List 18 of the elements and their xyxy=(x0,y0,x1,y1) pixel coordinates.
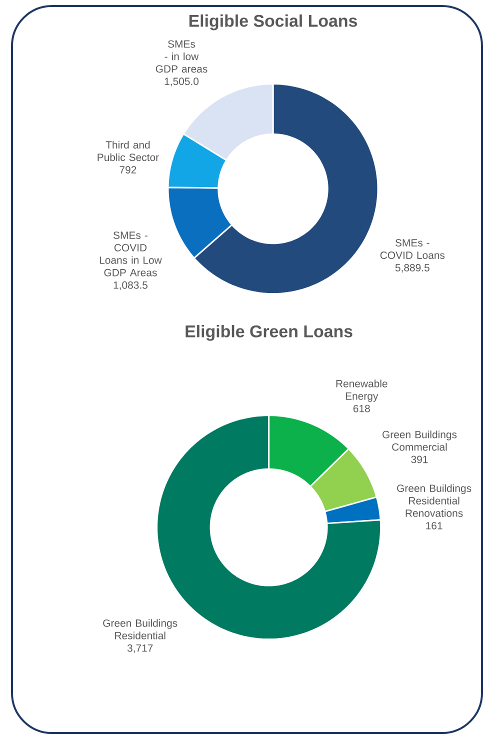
chart-title: Eligible Social Loans xyxy=(189,14,358,30)
data-label: 1,083.5 xyxy=(114,281,148,290)
data-label: 391 xyxy=(411,456,428,464)
data-label: 618 xyxy=(353,404,370,412)
slice-label: SMEs - in low GDP areas xyxy=(156,40,208,73)
data-label: 3,717 xyxy=(127,644,153,653)
slice-label: SMEs - COVID Loans xyxy=(380,239,445,259)
data-label: 1,505.0 xyxy=(164,78,199,86)
slice-label: Green Buildings Residential xyxy=(103,619,178,640)
chart-title: Eligible Green Loans xyxy=(186,324,352,341)
slice-label: SMEs - COVID Loans in Low GDP Areas xyxy=(100,232,162,276)
data-label: 161 xyxy=(426,522,442,530)
slice-label: Green Buildings Commercial xyxy=(382,430,457,451)
slice-label: Third and Public Sector xyxy=(98,140,159,162)
slice-label: Renewable Energy xyxy=(336,380,388,402)
data-label: 5,889.5 xyxy=(395,264,430,273)
slice-label: Green Buildings Residential Renovations xyxy=(397,484,472,517)
data-label: 792 xyxy=(120,166,136,174)
